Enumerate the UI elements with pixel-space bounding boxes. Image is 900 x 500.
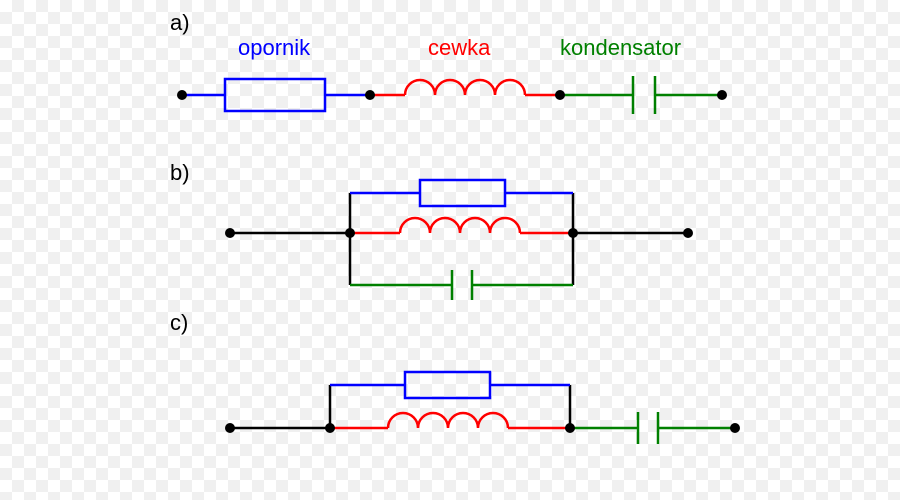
circuit-node [568, 228, 578, 238]
circuit-node [717, 90, 727, 100]
circuit-node [365, 90, 375, 100]
inductor-symbol [400, 218, 520, 233]
circuit-node [345, 228, 355, 238]
circuit-node [730, 423, 740, 433]
resistor-symbol [225, 79, 325, 111]
circuit-label-b: b) [170, 160, 190, 185]
resistor-label: opornik [238, 35, 311, 60]
inductor-label: cewka [428, 35, 491, 60]
rlc-circuit-diagram: a) opornik cewka kondensator b) c) [0, 0, 900, 500]
circuit-node [683, 228, 693, 238]
circuit-node [325, 423, 335, 433]
circuit-node [555, 90, 565, 100]
circuit-node [225, 228, 235, 238]
capacitor-label: kondensator [560, 35, 681, 60]
inductor-symbol [405, 80, 525, 95]
circuit-node [177, 90, 187, 100]
inductor-symbol [388, 413, 508, 428]
circuit-label-a: a) [170, 10, 190, 35]
circuit-label-c: c) [170, 310, 188, 335]
circuit-node [225, 423, 235, 433]
resistor-symbol [420, 180, 505, 206]
resistor-symbol [405, 372, 490, 398]
circuit-node [565, 423, 575, 433]
